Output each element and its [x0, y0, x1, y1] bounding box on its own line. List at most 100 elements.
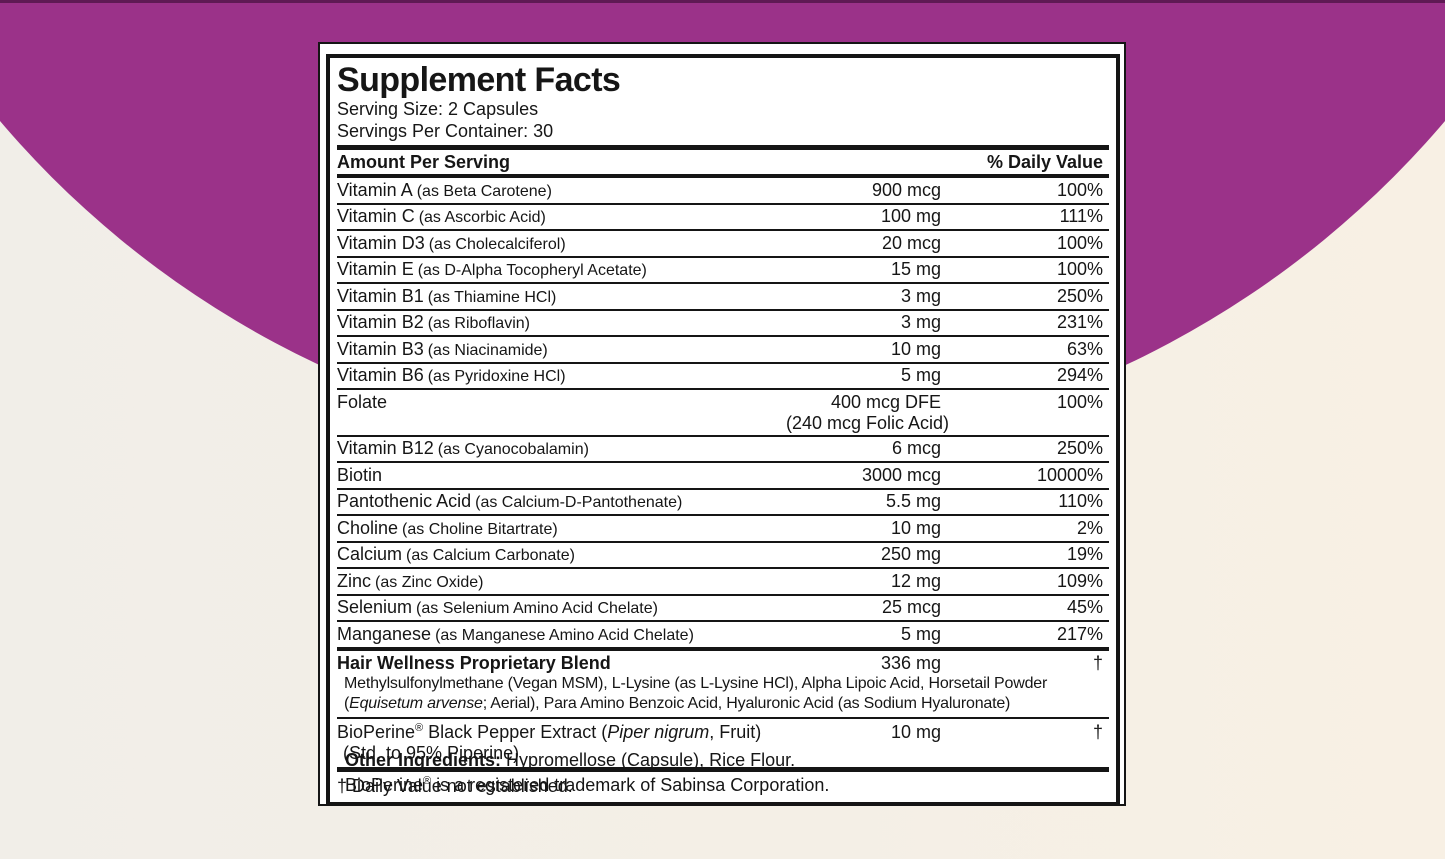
nutrient-form: (as Ascorbic Acid): [418, 209, 546, 226]
daily-value-footnote: † Daily Value not established.: [337, 776, 573, 796]
nutrient-dv: 250%: [1056, 285, 1103, 306]
nutrient-dv: 100%: [1056, 259, 1103, 279]
nutrient-dv: 217%: [1056, 623, 1103, 644]
blend-dv-dagger: †: [1092, 653, 1103, 673]
nutrient-form: (as Selenium Amino Acid Chelate): [416, 600, 658, 617]
top-edge-shadow: [0, 0, 1445, 3]
nutrient-amount: 5 mg: [900, 623, 941, 644]
nutrient-row: Zinc (as Zinc Oxide) 12 mg 109%: [337, 569, 1109, 596]
nutrient-row: Vitamin B1 (as Thiamine HCl) 3 mg 250%: [337, 284, 1109, 311]
nutrient-dv: 2%: [1076, 517, 1103, 538]
nutrient-name: Vitamin B6: [337, 365, 424, 385]
nutrient-amount: 900 mcg: [871, 179, 941, 200]
nutrient-amount: 400 mcg DFE: [830, 391, 941, 412]
nutrient-name: Vitamin D3: [337, 232, 425, 253]
divider-thick: [337, 145, 1109, 150]
nutrient-name: Calcium: [337, 544, 403, 564]
proprietary-blend-section: Hair Wellness Proprietary Blend 336 mg †…: [337, 646, 1109, 719]
nutrient-name: Vitamin E: [337, 259, 414, 279]
nutrient-row: Vitamin D3 (as Cholecalciferol) 20 mcg 10…: [337, 231, 1109, 258]
nutrient-amount: 10 mg: [890, 517, 941, 538]
nutrient-dv: 100%: [1056, 391, 1103, 412]
nutrient-form: (as Choline Bitartrate): [402, 520, 558, 538]
nutrient-row: Vitamin C (as Ascorbic Acid) 100 mg 111%: [337, 205, 1109, 231]
bioperine-amount: 10 mg: [890, 722, 941, 742]
blend-ingredients-line1: Methylsulfonylmethane (Vegan MSM), L-Lys…: [344, 675, 1048, 692]
nutrient-form: (as Zinc Oxide): [375, 573, 484, 591]
blend-ingredients-line2: (Equisetum arvense; Aerial), Para Amino …: [344, 695, 1011, 712]
nutrient-form: (as Calcium-D-Pantothenate): [475, 494, 683, 511]
nutrient-dv: 110%: [1058, 491, 1103, 511]
supplement-facts-title: Supplement Facts: [337, 61, 621, 99]
nutrient-row-folate: Folate 400 mcg DFE (240 mcg Folic Acid) …: [337, 390, 1109, 437]
trademark-line: BioPerine® is a registered trademark of …: [345, 775, 830, 795]
supplement-facts-box: Supplement Facts Serving Size: 2 Capsule…: [326, 54, 1120, 806]
nutrient-form: (as Niacinamide): [427, 341, 548, 359]
nutrient-dv: 231%: [1056, 312, 1103, 332]
nutrient-name: Pantothenic Acid: [337, 491, 472, 511]
daily-value-header: % Daily Value: [986, 152, 1103, 172]
nutrient-row: Biotin 3000 mcg 10000%: [337, 463, 1109, 490]
nutrient-dv: 45%: [1066, 597, 1103, 617]
nutrient-amount: 5.5 mg: [885, 491, 941, 511]
nutrient-name: Choline: [337, 517, 399, 538]
latin-name: Equisetum arvense: [349, 695, 483, 712]
nutrient-amount: 10 mg: [890, 338, 941, 359]
label-footer: Other Ingredients: Hypromellose (Capsule…: [345, 748, 1112, 798]
nutrient-form: (as Cyanocobalamin): [437, 441, 589, 458]
serving-size: Serving Size: 2 Capsules: [337, 99, 539, 119]
nutrient-form: (as Cholecalciferol): [428, 235, 566, 253]
nutrient-dv: 100%: [1056, 179, 1103, 200]
nutrient-dv: 250%: [1056, 438, 1103, 458]
amount-per-serving-header: Amount Per Serving: [337, 152, 511, 172]
nutrient-dv: 294%: [1056, 365, 1103, 385]
nutrient-amount: 12 mg: [890, 570, 941, 591]
nutrient-dv: 109%: [1056, 570, 1103, 591]
nutrient-dv: 100%: [1056, 232, 1103, 253]
nutrient-form: (as Beta Carotene): [416, 182, 552, 200]
registered-mark: ®: [423, 775, 432, 787]
nutrient-row: Manganese (as Manganese Amino Acid Chelat…: [337, 622, 1109, 647]
bioperine-standardization: (Std. to 95% Piperine): [343, 743, 520, 763]
nutrient-row: Vitamin B12 (as Cyanocobalamin) 6 mcg 250…: [337, 437, 1109, 463]
nutrient-name: Zinc: [337, 570, 372, 591]
nutrient-dv: 111%: [1059, 206, 1103, 226]
nutrient-name: Manganese: [337, 623, 432, 644]
nutrient-row: Pantothenic Acid (as Calcium-D-Pantothena…: [337, 490, 1109, 516]
other-ingredients-line: Other Ingredients: Hypromellose (Capsule…: [345, 750, 796, 770]
nutrient-name: Vitamin C: [337, 206, 415, 226]
nutrient-amount-sub: (240 mcg Folic Acid): [786, 412, 950, 433]
nutrient-amount: 5 mg: [900, 365, 941, 385]
nutrient-dv: 19%: [1066, 544, 1103, 564]
bioperine-section: BioPerine® Black Pepper Extract (Piper n…: [337, 719, 1109, 772]
nutrient-name: Vitamin A: [337, 179, 413, 200]
nutrient-amount: 3 mg: [900, 285, 941, 306]
nutrient-name: Vitamin B3: [337, 338, 424, 359]
nutrient-name: Vitamin B1: [337, 285, 424, 306]
nutrient-name: Vitamin B2: [337, 312, 424, 332]
nutrient-name: Biotin: [337, 464, 383, 485]
latin-name: Piper nigrum: [607, 722, 710, 742]
nutrient-row: Vitamin A (as Beta Carotene) 900 mcg 100%: [337, 178, 1109, 205]
blend-amount: 336 mg: [880, 653, 941, 673]
nutrient-row: Vitamin B3 (as Niacinamide) 10 mg 63%: [337, 337, 1109, 364]
other-ingredients-label: Other Ingredients:: [345, 750, 502, 770]
nutrient-name: Folate: [337, 391, 388, 412]
nutrient-row: Choline (as Choline Bitartrate) 10 mg 2%: [337, 516, 1109, 543]
column-header-row: Amount Per Serving % Daily Value: [337, 150, 1109, 178]
nutrient-form: (as D-Alpha Tocopheryl Acetate): [417, 262, 647, 279]
nutrient-form: (as Manganese Amino Acid Chelate): [435, 626, 694, 644]
nutrient-form: (as Pyridoxine HCl): [427, 368, 566, 385]
registered-mark: ®: [415, 722, 424, 734]
nutrient-amount: 25 mcg: [881, 597, 941, 617]
nutrient-dv: 10000%: [1036, 464, 1103, 485]
supplement-label-panel: Supplement Facts Serving Size: 2 Capsule…: [318, 42, 1126, 806]
nutrient-amount: 20 mcg: [881, 232, 941, 253]
nutrient-row: Vitamin B6 (as Pyridoxine HCl) 5 mg 294%: [337, 364, 1109, 390]
nutrient-amount: 3000 mcg: [861, 464, 941, 485]
nutrient-row: Calcium (as Calcium Carbonate) 250 mg 19%: [337, 543, 1109, 569]
nutrient-row: Vitamin E (as D-Alpha Tocopheryl Acetate)…: [337, 258, 1109, 284]
nutrient-form: (as Thiamine HCl): [427, 288, 557, 306]
bioperine-dv-dagger: †: [1092, 722, 1103, 742]
nutrient-row: Vitamin B2 (as Riboflavin) 3 mg 231%: [337, 311, 1109, 337]
